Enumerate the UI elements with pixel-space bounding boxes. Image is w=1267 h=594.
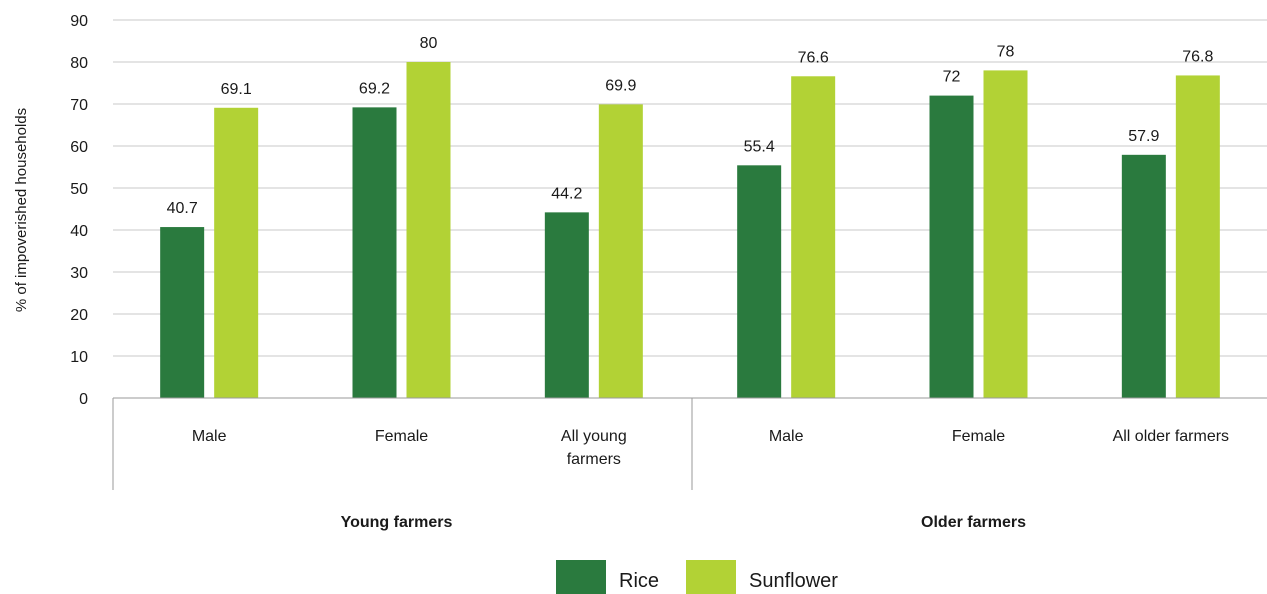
legend-swatch-rice xyxy=(556,560,606,594)
bar-sunflower-2 xyxy=(598,104,643,399)
legend-swatch-sunflower xyxy=(686,560,736,594)
data-label-sunflower-5: 76.8 xyxy=(1182,48,1213,65)
data-label-sunflower-2: 69.9 xyxy=(605,77,636,94)
bar-sunflower-0 xyxy=(214,107,259,398)
y-tick-label: 30 xyxy=(70,265,88,282)
bar-sunflower-1 xyxy=(406,62,451,398)
bar-rice-4 xyxy=(929,95,974,398)
bar-rice-0 xyxy=(160,227,205,398)
group-labels: Young farmers Older farmers xyxy=(341,514,1026,531)
category-label: farmers xyxy=(567,451,621,468)
legend: Rice Sunflower xyxy=(556,560,838,594)
y-tick-label: 0 xyxy=(79,391,88,408)
category-label: Female xyxy=(952,428,1005,445)
data-label-sunflower-0: 69.1 xyxy=(221,81,252,98)
bar-sunflower-5 xyxy=(1175,75,1220,398)
legend-label-rice: Rice xyxy=(619,570,659,592)
data-label-rice-5: 57.9 xyxy=(1128,128,1159,145)
data-label-rice-0: 40.7 xyxy=(167,200,198,217)
bar-rice-1 xyxy=(352,107,397,399)
data-label-sunflower-4: 78 xyxy=(997,43,1015,60)
legend-label-sunflower: Sunflower xyxy=(749,570,838,592)
data-label-rice-1: 69.2 xyxy=(359,80,390,97)
y-tick-label: 90 xyxy=(70,13,88,30)
group-label: Older farmers xyxy=(921,514,1026,531)
data-labels: 40.7 69.1 69.2 80 44.2 69.9 55.4 76.6 72 78 57.9 76… xyxy=(167,35,1214,217)
y-tick-label: 20 xyxy=(70,307,88,324)
data-label-rice-3: 55.4 xyxy=(744,138,775,155)
y-tick-label: 10 xyxy=(70,349,88,366)
group-label: Young farmers xyxy=(341,514,453,531)
gridlines xyxy=(113,19,1267,357)
y-axis-label: % of impoverished households xyxy=(13,108,30,312)
category-label: All young xyxy=(561,428,627,445)
bars xyxy=(160,62,1220,399)
category-label: Male xyxy=(769,428,804,445)
category-label: Male xyxy=(192,428,227,445)
data-label-sunflower-1: 80 xyxy=(420,35,438,52)
data-label-rice-4: 72 xyxy=(943,69,961,86)
y-tick-label: 80 xyxy=(70,55,88,72)
axes xyxy=(112,397,1267,490)
bar-rice-5 xyxy=(1121,154,1166,398)
y-tick-label: 60 xyxy=(70,139,88,156)
bar-sunflower-4 xyxy=(983,70,1028,399)
y-tick-label: 70 xyxy=(70,97,88,114)
y-tick-label: 40 xyxy=(70,223,88,240)
bar-rice-2 xyxy=(544,212,589,398)
y-axis-ticks: 0 10 20 30 40 50 60 70 80 90 xyxy=(70,13,88,408)
category-label: All older farmers xyxy=(1113,428,1229,445)
category-labels: Male Female All young farmers Male Female All … xyxy=(192,428,1229,468)
category-label: Female xyxy=(375,428,428,445)
bar-rice-3 xyxy=(737,165,782,398)
data-label-rice-2: 44.2 xyxy=(551,185,582,202)
bar-sunflower-3 xyxy=(791,76,836,398)
y-tick-label: 50 xyxy=(70,181,88,198)
data-label-sunflower-3: 76.6 xyxy=(798,49,829,66)
